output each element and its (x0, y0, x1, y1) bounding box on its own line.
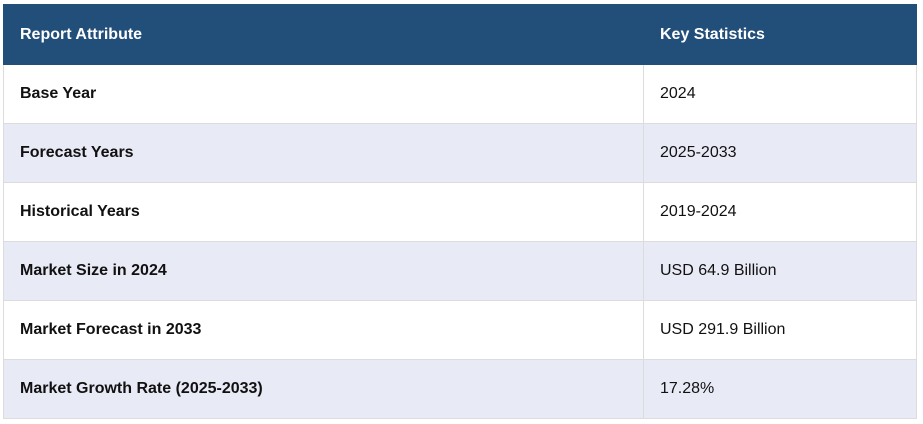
header-cell: Report Attribute (3, 4, 644, 65)
table-header: Report Attribute Key Statistics (3, 4, 917, 65)
table-row: Historical Years 2019-2024 (3, 182, 917, 242)
table-row: Base Year 2024 (3, 64, 917, 124)
stats-table: Report Attribute Key Statistics Base Yea… (3, 4, 917, 419)
attribute-cell: Market Size in 2024 (3, 241, 644, 301)
statistic-cell: 17.28% (643, 359, 917, 419)
attribute-cell: Historical Years (3, 182, 644, 242)
table-row: Market Growth Rate (2025-2033) 17.28% (3, 359, 917, 419)
statistic-cell: 2025-2033 (643, 123, 917, 183)
statistic-cell: 2024 (643, 64, 917, 124)
table-container: Report Attribute Key Statistics Base Yea… (3, 4, 917, 419)
header-row: Report Attribute Key Statistics (3, 4, 917, 65)
statistic-cell: USD 64.9 Billion (643, 241, 917, 301)
table-row: Market Forecast in 2033 USD 291.9 Billion (3, 300, 917, 360)
header-cell: Key Statistics (643, 4, 917, 65)
table-row: Forecast Years 2025-2033 (3, 123, 917, 183)
table-row: Market Size in 2024 USD 64.9 Billion (3, 241, 917, 301)
table-body: Base Year 2024 Forecast Years 2025-2033 Hist… (3, 64, 917, 419)
statistic-cell: 2019-2024 (643, 182, 917, 242)
attribute-cell: Market Growth Rate (2025-2033) (3, 359, 644, 419)
attribute-cell: Market Forecast in 2033 (3, 300, 644, 360)
statistic-cell: USD 291.9 Billion (643, 300, 917, 360)
attribute-cell: Forecast Years (3, 123, 644, 183)
attribute-cell: Base Year (3, 64, 644, 124)
